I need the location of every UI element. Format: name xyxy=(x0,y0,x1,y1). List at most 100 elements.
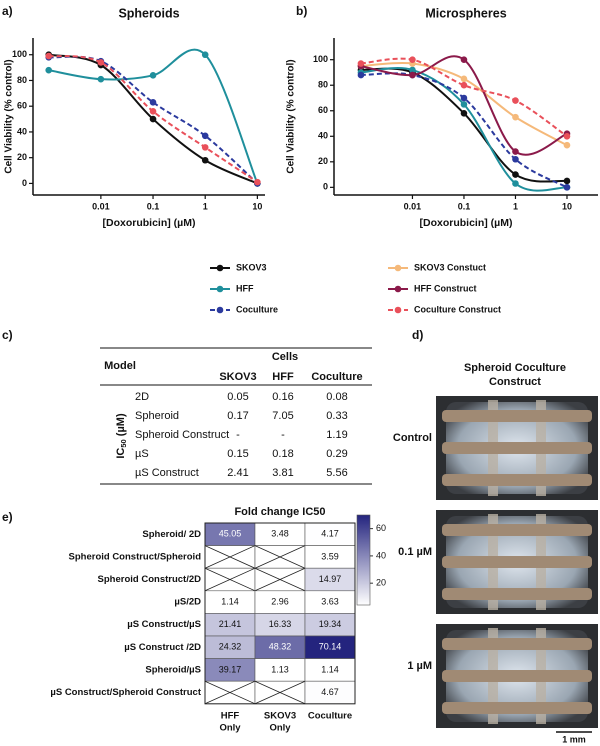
data-point xyxy=(201,51,209,59)
x-tick-label: 1 xyxy=(203,201,208,211)
data-point xyxy=(563,141,571,149)
legend-label: SKOV3 Constuct xyxy=(414,262,486,272)
heatmap-value: 3.48 xyxy=(271,529,289,539)
heatmap-row-label: µS Construct/µS xyxy=(127,619,201,630)
panel-label: d) xyxy=(412,328,423,342)
y-tick-label: 60 xyxy=(17,101,27,111)
data-point xyxy=(357,71,365,79)
data-point xyxy=(409,66,416,74)
y-tick-label: 100 xyxy=(12,49,27,59)
heatmap-value: 70.14 xyxy=(319,642,342,652)
data-point xyxy=(149,72,157,79)
heatmap-row-label: Spheroid/ 2D xyxy=(142,529,201,540)
table-cell: 0.15 xyxy=(227,448,248,460)
heatmap-value: 45.05 xyxy=(219,529,242,539)
panel-label: e) xyxy=(2,510,13,524)
table-cell: 2.41 xyxy=(227,467,248,479)
legend-marker xyxy=(216,264,224,272)
heatmap-value: 48.32 xyxy=(269,642,292,652)
data-point xyxy=(512,155,519,163)
panel-label: c) xyxy=(2,328,13,342)
cross xyxy=(254,545,306,569)
heatmap-value: 1.14 xyxy=(221,596,239,606)
y-tick-label: 20 xyxy=(318,156,328,166)
x-tick-label: 10 xyxy=(252,201,262,211)
image-title: Construct xyxy=(489,376,541,388)
table-header: Coculture xyxy=(311,371,362,383)
image-label: 0.1 µM xyxy=(398,546,432,558)
heatmap-column-label: Only xyxy=(219,722,241,733)
table-cell: 0.18 xyxy=(272,448,293,460)
x-tick-label: 0.1 xyxy=(147,201,160,211)
x-tick-label: 1 xyxy=(513,201,518,211)
row-label: 2D xyxy=(135,391,149,403)
legend-label: HFF Construct xyxy=(414,283,477,293)
row-label: Spheroid Construct xyxy=(135,429,229,441)
heatmap-value: 1.14 xyxy=(321,664,339,674)
data-point xyxy=(460,110,468,117)
data-point xyxy=(512,171,519,178)
x-axis-label: [Doxorubicin] (µM) xyxy=(103,217,196,229)
table-cell: 5.56 xyxy=(326,467,347,479)
x-tick-label: 0.1 xyxy=(458,201,471,211)
y-tick-label: 40 xyxy=(17,126,27,136)
heatmap-value: 3.63 xyxy=(321,596,339,606)
table-header: Cells xyxy=(272,351,298,363)
data-point xyxy=(45,52,53,60)
heatmap-value: 4.67 xyxy=(321,687,339,697)
data-point xyxy=(149,115,157,123)
legend-marker xyxy=(216,306,224,314)
data-point xyxy=(460,75,468,83)
row-label: µS xyxy=(135,448,149,460)
legend-label: HFF xyxy=(236,283,254,293)
table-cell: 0.29 xyxy=(326,448,347,460)
heatmap-title: Fold change IC50 xyxy=(234,506,325,518)
heatmap-value: 4.17 xyxy=(321,529,339,539)
heatmap-row-label: Spheroid Construct/2D xyxy=(98,574,202,585)
table-cell: 7.05 xyxy=(272,410,293,422)
heatmap-column-label: Coculture xyxy=(308,710,352,721)
fit-curve xyxy=(360,57,568,138)
legend-label: Coculture Construct xyxy=(414,304,501,314)
heatmap-value: 19.34 xyxy=(319,619,342,629)
image-label: 1 µM xyxy=(407,660,432,672)
micrograph xyxy=(436,510,598,614)
table-cell: 0.08 xyxy=(326,391,347,403)
row-group-sub: 50 xyxy=(119,439,128,447)
heatmap-frame xyxy=(204,522,356,705)
panel-label: a) xyxy=(2,4,13,18)
data-point xyxy=(409,71,416,79)
heatmap-value: 16.33 xyxy=(269,619,292,629)
table-header: Model xyxy=(104,360,136,372)
table-cell: 0.17 xyxy=(227,410,248,422)
heatmap-value: 2.96 xyxy=(271,596,289,606)
y-axis-label: Cell Viability (% control) xyxy=(286,59,297,173)
table-header: SKOV3 xyxy=(219,371,256,383)
cross xyxy=(204,680,256,705)
data-point xyxy=(149,108,157,115)
row-label: µS Construct xyxy=(135,467,199,479)
row-group-unit: (µM) xyxy=(115,413,127,439)
data-point xyxy=(201,144,209,151)
table-cell: - xyxy=(281,429,285,441)
chart-title: Spheroids xyxy=(118,6,179,20)
cross xyxy=(204,545,256,569)
data-point xyxy=(409,56,416,63)
y-tick-label: 100 xyxy=(313,54,328,64)
y-tick-label: 0 xyxy=(22,178,27,188)
legend-marker xyxy=(394,306,402,314)
micrograph xyxy=(436,396,598,500)
data-point xyxy=(460,81,468,89)
panel-label: b) xyxy=(296,4,307,18)
heatmap-row-label: Spheroid Construct/Spheroid xyxy=(69,551,202,562)
chart-title: Microspheres xyxy=(425,6,506,20)
legend-marker xyxy=(394,264,402,272)
data-point xyxy=(563,177,571,185)
y-tick-label: 40 xyxy=(318,131,328,141)
row-group-main: IC xyxy=(115,448,127,459)
data-point xyxy=(357,60,365,67)
data-point xyxy=(201,156,209,164)
data-point xyxy=(460,101,468,108)
data-point xyxy=(512,113,519,121)
